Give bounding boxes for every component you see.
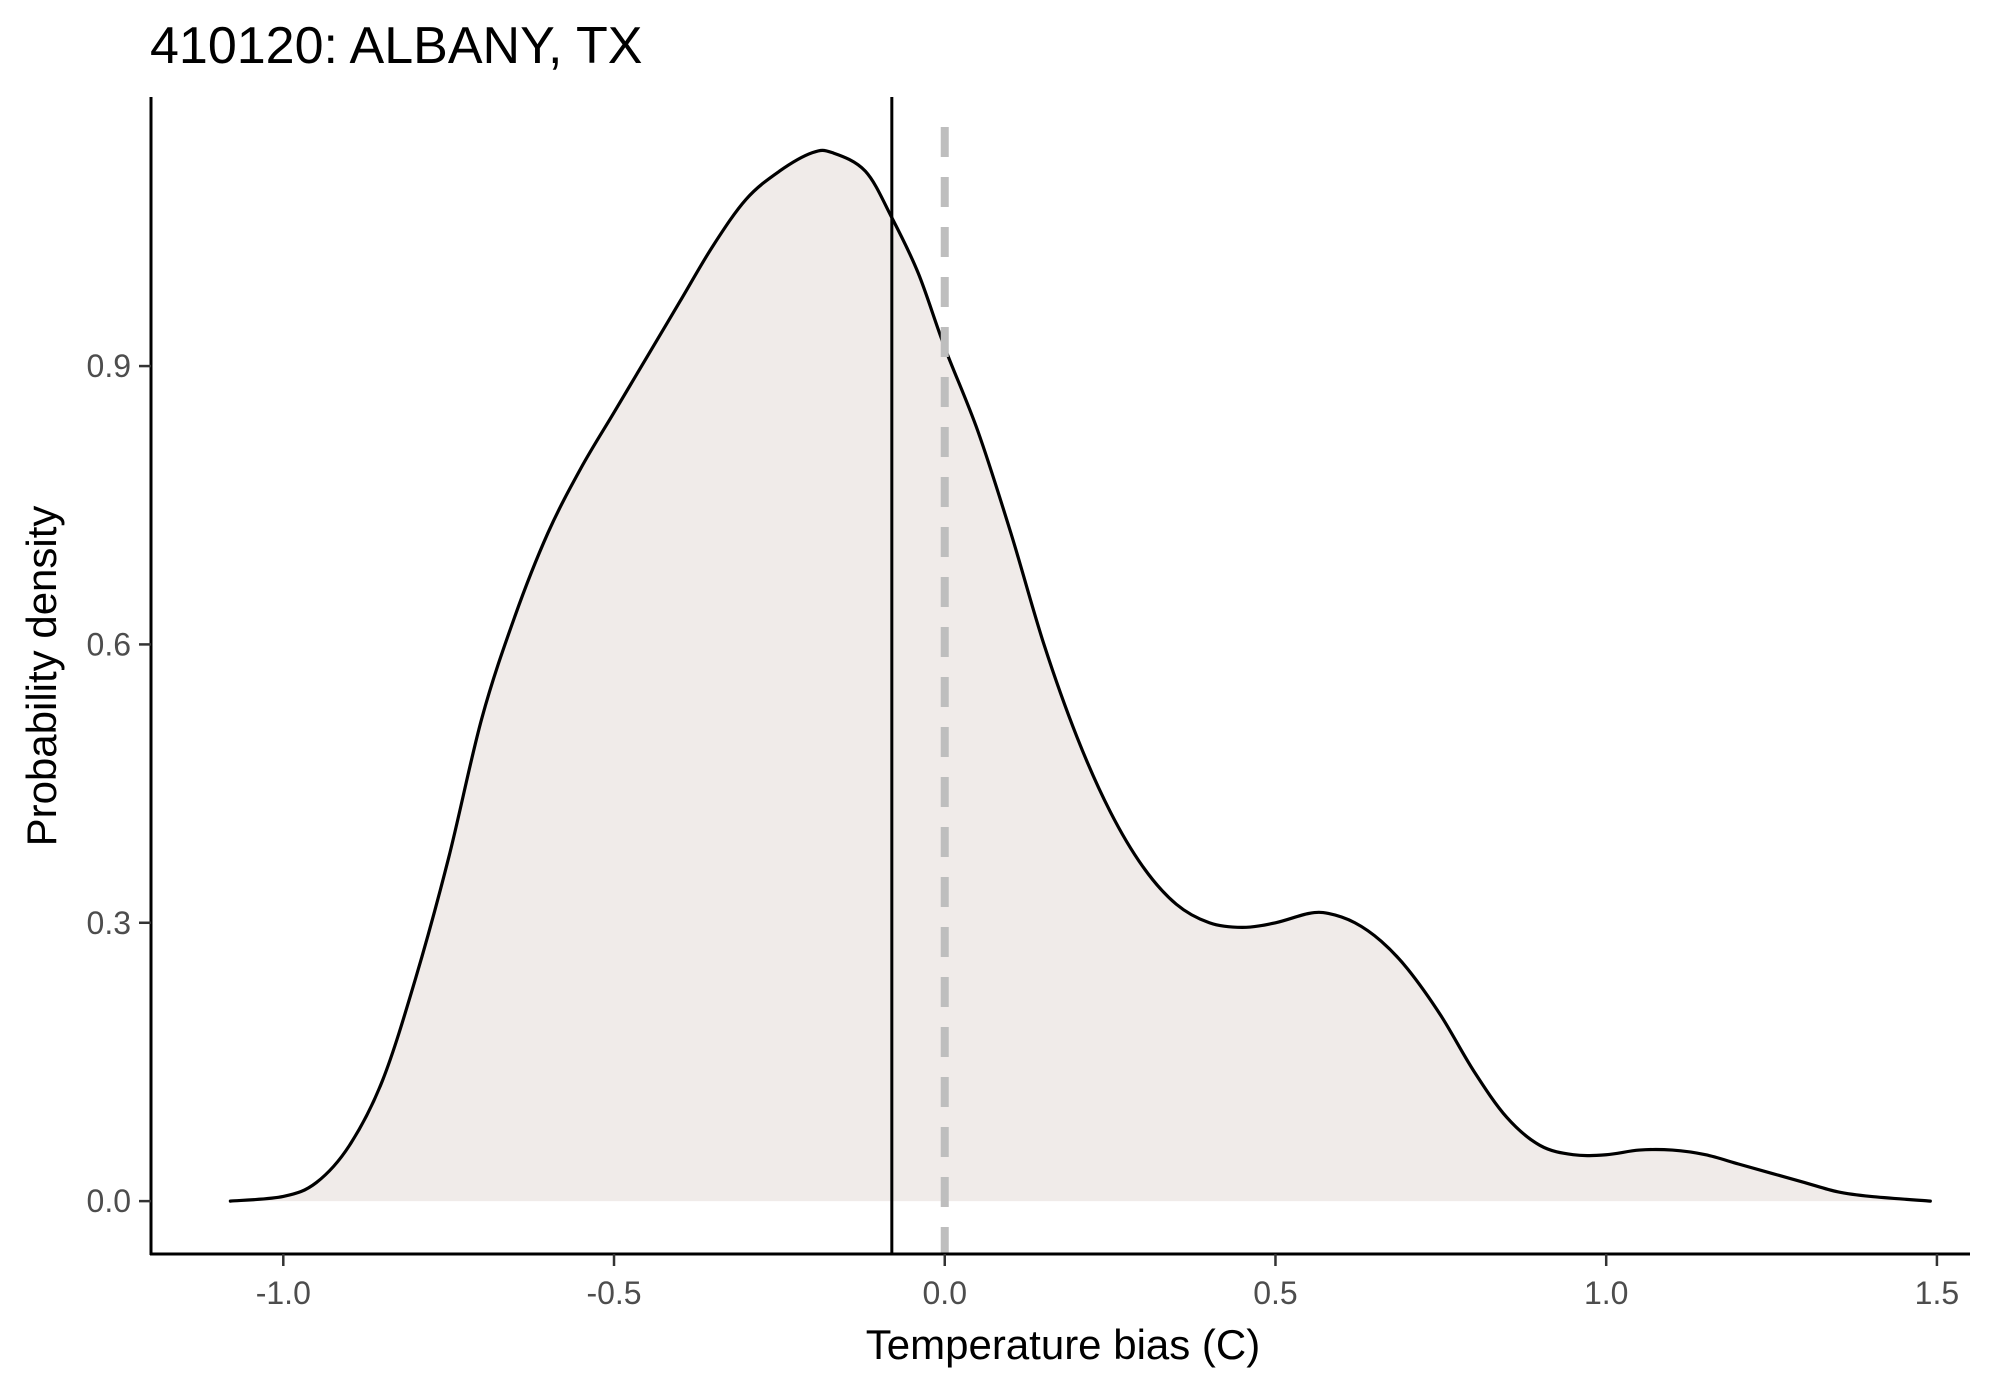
x-axis-ticks: -1.0 -0.5 0.0 0.5 1.0 1.5 xyxy=(256,1254,1959,1311)
y-axis-title: Probability density xyxy=(18,506,65,847)
x-tick-label: 1.0 xyxy=(1584,1275,1628,1311)
x-tick-label: -0.5 xyxy=(586,1275,641,1311)
x-tick-label: 0.5 xyxy=(1253,1275,1297,1311)
y-axis-ticks: 0.0 0.3 0.6 0.9 xyxy=(87,348,151,1219)
x-tick-label: -1.0 xyxy=(256,1275,311,1311)
x-tick-label: 1.5 xyxy=(1915,1275,1959,1311)
y-tick-label: 0.9 xyxy=(87,348,131,384)
y-tick-label: 0.0 xyxy=(87,1183,131,1219)
density-area xyxy=(230,150,1931,1202)
y-tick-label: 0.6 xyxy=(87,626,131,662)
x-tick-label: 0.0 xyxy=(923,1275,967,1311)
plot-area xyxy=(228,97,1932,1254)
density-curve xyxy=(228,148,1932,1203)
x-axis-title: Temperature bias (C) xyxy=(866,1321,1260,1368)
y-tick-label: 0.3 xyxy=(87,905,131,941)
chart-title: 410120: ALBANY, TX xyxy=(150,17,642,75)
